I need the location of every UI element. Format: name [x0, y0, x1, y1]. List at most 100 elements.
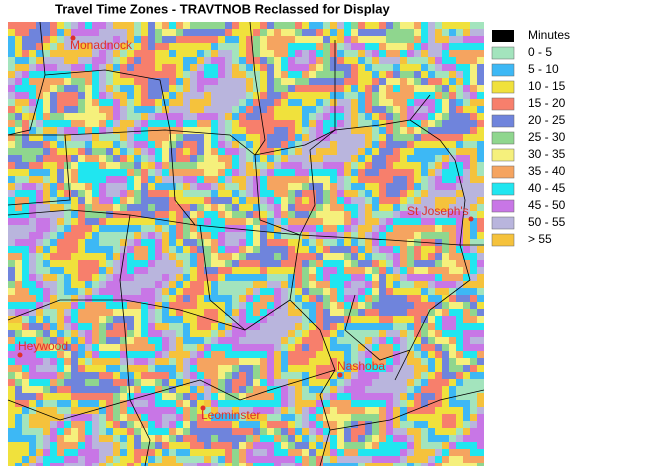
- raster-cell: [449, 267, 456, 274]
- raster-cell: [358, 106, 365, 113]
- raster-cell: [470, 253, 477, 260]
- raster-cell: [43, 85, 50, 92]
- raster-cell: [302, 57, 309, 64]
- raster-cell: [281, 435, 288, 442]
- raster-cell: [435, 253, 442, 260]
- raster-cell: [414, 295, 421, 302]
- raster-cell: [428, 365, 435, 372]
- raster-cell: [435, 309, 442, 316]
- raster-cell: [22, 463, 29, 466]
- raster-cell: [414, 169, 421, 176]
- raster-cell: [127, 267, 134, 274]
- raster-cell: [337, 141, 344, 148]
- raster-cell: [337, 29, 344, 36]
- raster-cell: [71, 302, 78, 309]
- raster-cell: [162, 22, 169, 29]
- raster-cell: [232, 155, 239, 162]
- raster-cell: [120, 106, 127, 113]
- raster-cell: [470, 148, 477, 155]
- raster-cell: [365, 22, 372, 29]
- raster-cell: [15, 22, 22, 29]
- raster-cell: [218, 267, 225, 274]
- raster-cell: [372, 246, 379, 253]
- raster-cell: [204, 302, 211, 309]
- raster-cell: [8, 22, 15, 29]
- raster-cell: [470, 183, 477, 190]
- raster-cell: [407, 134, 414, 141]
- raster-cell: [309, 57, 316, 64]
- raster-cell: [190, 358, 197, 365]
- raster-cell: [253, 281, 260, 288]
- raster-cell: [267, 64, 274, 71]
- raster-cell: [414, 463, 421, 466]
- raster-cell: [113, 22, 120, 29]
- raster-cell: [211, 176, 218, 183]
- raster-cell: [267, 169, 274, 176]
- raster-cell: [407, 330, 414, 337]
- raster-cell: [36, 211, 43, 218]
- raster-cell: [211, 267, 218, 274]
- raster-cell: [218, 302, 225, 309]
- raster-cell: [421, 372, 428, 379]
- raster-cell: [393, 162, 400, 169]
- raster-cell: [463, 393, 470, 400]
- raster-cell: [414, 85, 421, 92]
- raster-cell: [218, 456, 225, 463]
- raster-cell: [260, 64, 267, 71]
- raster-cell: [204, 148, 211, 155]
- raster-cell: [456, 400, 463, 407]
- raster-cell: [470, 400, 477, 407]
- raster-cell: [365, 337, 372, 344]
- raster-cell: [407, 295, 414, 302]
- raster-cell: [141, 428, 148, 435]
- raster-cell: [442, 463, 449, 466]
- raster-cell: [316, 428, 323, 435]
- raster-cell: [162, 155, 169, 162]
- raster-cell: [106, 288, 113, 295]
- raster-cell: [106, 351, 113, 358]
- raster-cell: [22, 365, 29, 372]
- raster-cell: [463, 442, 470, 449]
- raster-cell: [456, 302, 463, 309]
- raster-cell: [127, 183, 134, 190]
- raster-cell: [449, 211, 456, 218]
- raster-cell: [190, 106, 197, 113]
- raster-cell: [85, 260, 92, 267]
- raster-cell: [71, 218, 78, 225]
- raster-cell: [141, 211, 148, 218]
- raster-cell: [386, 141, 393, 148]
- raster-cell: [232, 134, 239, 141]
- raster-cell: [358, 316, 365, 323]
- raster-cell: [43, 246, 50, 253]
- raster-cell: [197, 323, 204, 330]
- raster-cell: [449, 43, 456, 50]
- raster-cell: [22, 64, 29, 71]
- raster-cell: [78, 155, 85, 162]
- raster-cell: [253, 22, 260, 29]
- raster-cell: [274, 463, 281, 466]
- raster-cell: [127, 232, 134, 239]
- raster-cell: [85, 421, 92, 428]
- raster-cell: [183, 50, 190, 57]
- raster-cell: [57, 176, 64, 183]
- raster-cell: [78, 421, 85, 428]
- raster-cell: [64, 134, 71, 141]
- raster-cell: [204, 211, 211, 218]
- raster-cell: [239, 232, 246, 239]
- raster-cell: [358, 50, 365, 57]
- raster-cell: [190, 141, 197, 148]
- raster-cell: [323, 22, 330, 29]
- raster-cell: [120, 246, 127, 253]
- raster-cell: [71, 99, 78, 106]
- raster-cell: [344, 218, 351, 225]
- raster-cell: [176, 442, 183, 449]
- raster-cell: [456, 232, 463, 239]
- raster-cell: [456, 197, 463, 204]
- raster-cell: [337, 162, 344, 169]
- raster-cell: [183, 78, 190, 85]
- raster-cell: [176, 463, 183, 466]
- raster-cell: [358, 246, 365, 253]
- raster-cell: [400, 22, 407, 29]
- raster-cell: [127, 64, 134, 71]
